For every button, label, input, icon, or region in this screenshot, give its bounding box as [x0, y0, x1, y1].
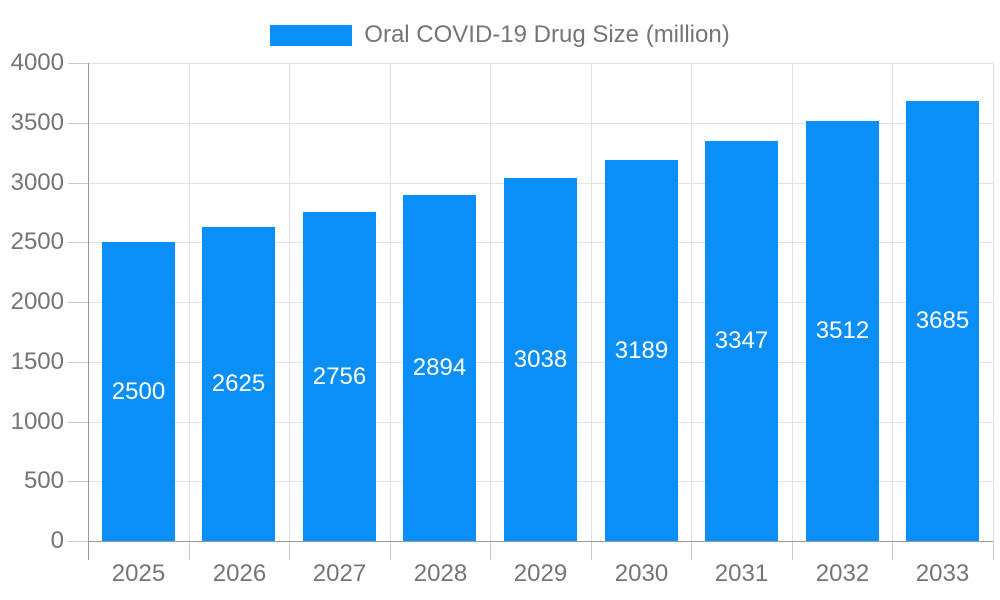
bar[interactable]: 2625: [202, 227, 275, 541]
bar-value-label: 2756: [312, 362, 367, 390]
y-axis-tick: [68, 302, 88, 303]
y-axis-tick: [68, 63, 88, 64]
x-axis-tick: [88, 541, 89, 560]
bar-value-label: 3038: [513, 345, 568, 373]
bar[interactable]: 2500: [102, 242, 175, 541]
gridline-vertical: [289, 63, 290, 541]
bar-value-label: 3347: [714, 327, 769, 354]
y-axis-tick: [68, 123, 88, 124]
gridline-vertical: [892, 63, 893, 541]
x-axis-tick: [390, 541, 391, 560]
gridline-vertical: [993, 63, 994, 541]
bar-value-label: 2625: [211, 370, 266, 397]
bar[interactable]: 3347: [705, 141, 778, 541]
x-tick-label: 2028: [413, 560, 468, 587]
legend[interactable]: Oral COVID-19 Drug Size (million): [0, 21, 1000, 49]
x-axis-line: [88, 541, 993, 542]
y-tick-label: 1000: [10, 408, 64, 435]
x-axis-tick: [189, 541, 190, 560]
x-tick-label: 2033: [915, 560, 970, 587]
x-axis-tick: [591, 541, 592, 560]
gridline-vertical: [390, 63, 391, 541]
gridline-vertical: [490, 63, 491, 541]
x-tick-label: 2025: [111, 560, 166, 587]
y-axis-tick: [68, 422, 88, 423]
bar-value-label: 2894: [412, 354, 467, 381]
y-tick-label: 2000: [10, 288, 64, 315]
y-axis-tick: [68, 183, 88, 184]
y-axis-tick: [68, 541, 88, 542]
bar-value-label: 3512: [815, 317, 870, 344]
bar-value-label: 3189: [614, 336, 669, 364]
bar[interactable]: 3512: [806, 121, 879, 541]
bar[interactable]: 2894: [403, 195, 476, 541]
bar[interactable]: 3038: [504, 178, 577, 541]
y-axis-tick: [68, 242, 88, 243]
x-tick-label: 2026: [212, 560, 267, 587]
x-tick-label: 2030: [614, 560, 669, 587]
y-tick-label: 3000: [10, 169, 64, 196]
y-tick-label: 4000: [10, 49, 64, 76]
y-tick-label: 0: [50, 527, 64, 554]
y-axis-line: [88, 63, 89, 541]
bar-value-label: 2500: [111, 377, 166, 405]
bar[interactable]: 3189: [605, 160, 678, 541]
gridline-vertical: [691, 63, 692, 541]
x-axis-tick: [892, 541, 893, 560]
gridline-horizontal: [88, 63, 993, 64]
y-axis-tick: [68, 481, 88, 482]
y-axis-tick: [68, 362, 88, 363]
x-tick-label: 2031: [714, 560, 769, 587]
bar-value-label: 3685: [915, 307, 970, 334]
legend-swatch-icon: [270, 24, 353, 46]
x-axis-tick: [691, 541, 692, 560]
x-axis-tick: [289, 541, 290, 560]
gridline-vertical: [792, 63, 793, 541]
gridline-horizontal: [88, 123, 993, 124]
y-tick-label: 1500: [10, 348, 64, 375]
bar[interactable]: 2756: [303, 212, 376, 541]
y-tick-label: 3500: [10, 109, 64, 136]
gridline-vertical: [189, 63, 190, 541]
x-tick-label: 2027: [312, 560, 367, 587]
x-axis-tick: [792, 541, 793, 560]
gridline-vertical: [591, 63, 592, 541]
y-tick-label: 2500: [10, 228, 64, 255]
x-tick-label: 2032: [815, 560, 870, 587]
x-axis-tick: [993, 541, 994, 560]
bar[interactable]: 3685: [906, 101, 979, 541]
x-axis-tick: [490, 541, 491, 560]
legend-label: Oral COVID-19 Drug Size (million): [364, 21, 730, 48]
x-tick-label: 2029: [513, 560, 568, 587]
y-tick-label: 500: [23, 467, 64, 494]
